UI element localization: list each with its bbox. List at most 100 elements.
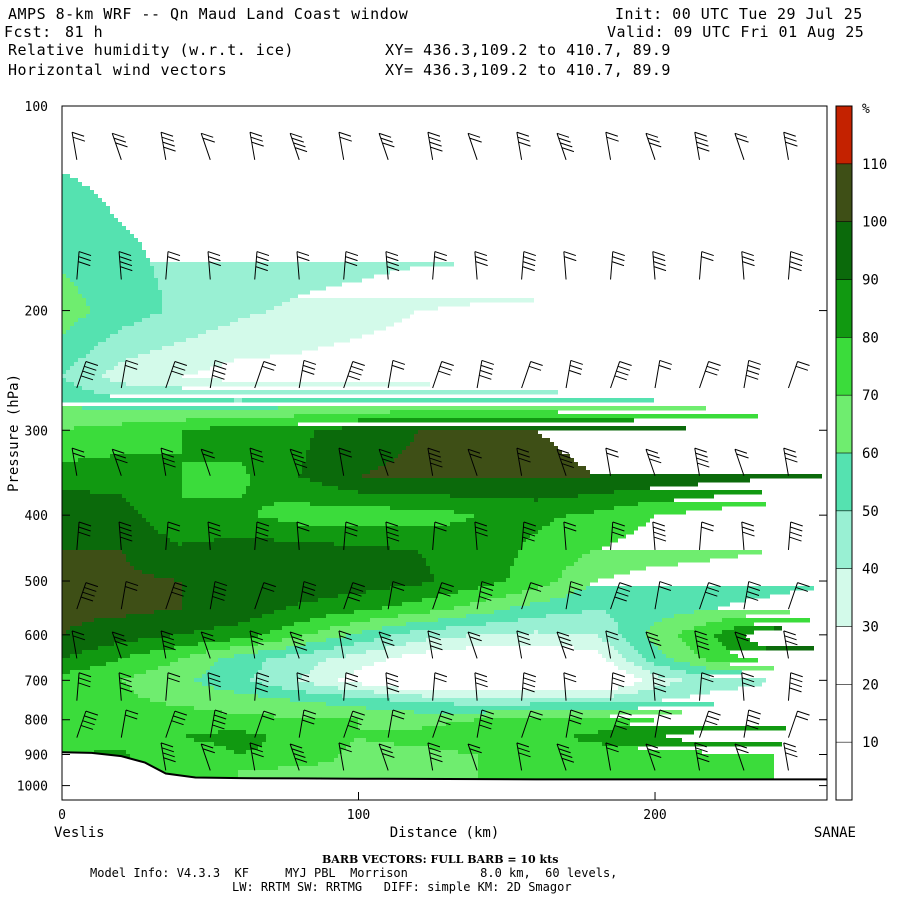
- rh-cell: [190, 654, 234, 659]
- rh-cell: [62, 494, 122, 499]
- rh-cell: [62, 718, 358, 723]
- rh-cell: [438, 618, 518, 623]
- rh-cell: [126, 498, 534, 503]
- rh-cell: [314, 650, 366, 655]
- rh-cell: [242, 398, 654, 403]
- y-tick-label: 800: [25, 714, 48, 729]
- wind-barb: [120, 709, 139, 738]
- rh-cell: [626, 658, 646, 663]
- rh-cell: [298, 602, 402, 607]
- rh-cell: [138, 638, 230, 643]
- rh-cell: [510, 606, 718, 611]
- rh-cell: [342, 750, 458, 755]
- wind-barb: [254, 521, 270, 550]
- rh-cell: [150, 314, 250, 319]
- wind-barb: [645, 743, 662, 771]
- rh-cell: [430, 566, 510, 571]
- rh-cell: [350, 742, 394, 747]
- rh-cell: [78, 358, 126, 363]
- rh-cell: [422, 582, 494, 587]
- wind-barb: [289, 631, 308, 659]
- rh-cell: [674, 614, 746, 619]
- colorbar-label: 60: [862, 446, 879, 462]
- rh-cell: [78, 318, 142, 323]
- rh-cell: [722, 642, 758, 647]
- rh-cell: [310, 502, 638, 507]
- rh-cell: [654, 686, 738, 691]
- wind-barb: [783, 742, 798, 771]
- rh-cell: [206, 650, 258, 655]
- wind-barb: [734, 132, 749, 160]
- rh-cell: [298, 474, 362, 479]
- rh-cell: [150, 262, 454, 267]
- rh-cell: [366, 706, 638, 711]
- rh-cell: [302, 634, 346, 639]
- rh-cell: [62, 590, 182, 595]
- wind-barb: [298, 709, 317, 738]
- wind-barb: [734, 631, 749, 659]
- rh-cell: [62, 310, 90, 315]
- rh-cell: [122, 678, 194, 683]
- rh-cell: [534, 498, 538, 503]
- x-tick-label: 0: [58, 808, 66, 823]
- wind-barb: [200, 743, 215, 771]
- rh-cell: [90, 306, 162, 311]
- terrain-fill: [62, 752, 827, 800]
- rh-cell: [598, 650, 618, 655]
- rh-cell: [222, 710, 414, 715]
- rh-cell: [62, 706, 194, 711]
- wind-barb: [563, 251, 577, 280]
- colorbar-label: 90: [862, 273, 879, 289]
- rh-cell: [142, 318, 238, 323]
- rh-cell: [230, 322, 394, 327]
- rh-cell: [62, 702, 166, 707]
- rh-cell: [366, 650, 426, 655]
- rh-cell: [578, 494, 714, 499]
- rh-cell: [62, 406, 82, 411]
- rh-cell: [274, 610, 354, 615]
- rh-cell: [266, 734, 574, 739]
- rh-cell: [66, 630, 194, 635]
- rh-cell: [562, 574, 614, 579]
- fcst-label: Fcst:: [4, 23, 52, 41]
- y-tick-label: 900: [25, 749, 48, 764]
- rh-cell: [62, 210, 110, 215]
- rh-cell: [214, 686, 282, 691]
- wind-barb: [76, 710, 99, 738]
- rh-cell: [518, 554, 582, 559]
- rh-cell: [150, 650, 206, 655]
- rh-cell: [62, 714, 274, 719]
- rh-cell: [686, 642, 722, 647]
- rh-cell: [506, 594, 566, 599]
- rh-cell: [62, 322, 74, 327]
- rh-cell: [86, 314, 150, 319]
- rh-cell: [286, 654, 346, 659]
- rh-cell: [250, 314, 410, 319]
- rh-cell: [62, 354, 86, 359]
- rh-cell: [162, 346, 318, 351]
- rh-cell: [62, 554, 126, 559]
- wind-barb: [605, 630, 619, 659]
- rh-cell: [358, 718, 474, 723]
- wind-barb: [699, 251, 714, 280]
- wind-barb: [521, 521, 536, 550]
- rh-cell: [174, 646, 230, 651]
- wind-barb: [165, 672, 181, 701]
- rh-cell: [438, 594, 506, 599]
- wind-barb: [645, 448, 662, 476]
- rh-cell: [310, 438, 414, 443]
- rh-cell: [202, 682, 262, 687]
- rh-cell: [638, 650, 662, 655]
- rh-cell: [382, 606, 454, 611]
- rh-cell: [538, 586, 586, 591]
- rh-cell: [138, 354, 270, 359]
- rh-cell: [62, 290, 78, 295]
- rh-cell: [62, 258, 150, 263]
- rh-cell: [458, 590, 522, 595]
- rh-cell: [230, 646, 286, 651]
- colorbar-segment: [836, 510, 852, 569]
- rh-cell: [506, 578, 558, 583]
- wind-barb: [556, 631, 575, 659]
- wind-barb: [76, 251, 92, 280]
- rh-cell: [514, 558, 578, 563]
